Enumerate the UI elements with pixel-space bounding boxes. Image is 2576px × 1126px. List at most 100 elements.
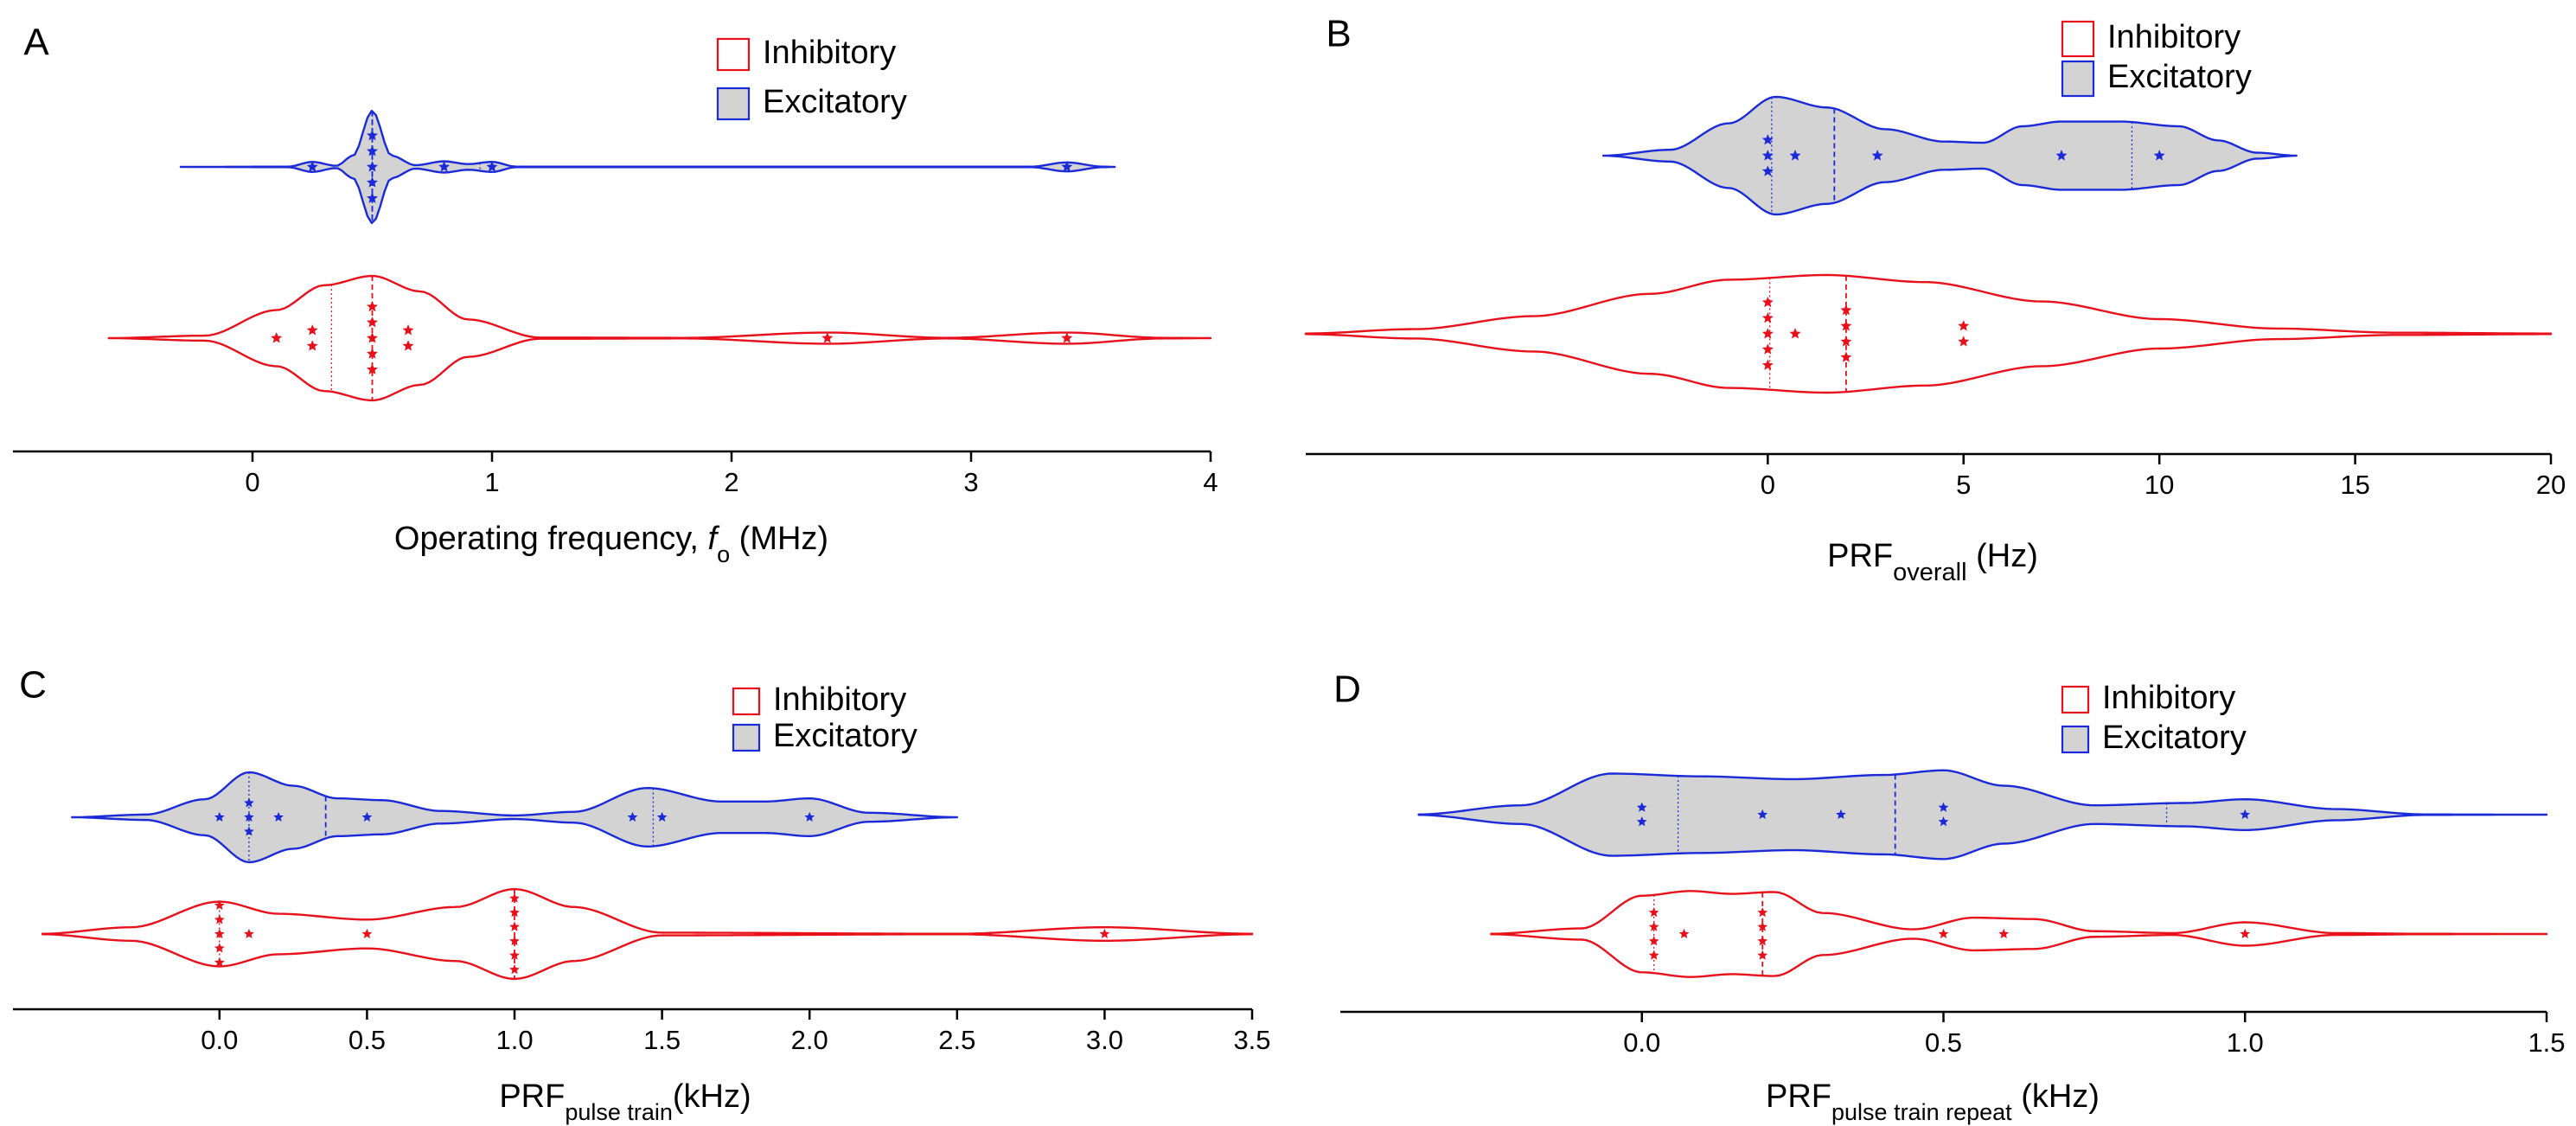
x-tick-label-a-4: 4	[1203, 467, 1218, 497]
data-point-inhibitory-d-11	[2240, 928, 2251, 939]
data-point-excitatory-c-7	[656, 811, 668, 822]
x-tick-label-a-2: 2	[724, 467, 738, 497]
legend-swatch-inhibitory-d	[2061, 685, 2090, 714]
data-point-inhibitory-c-7	[509, 892, 520, 903]
data-point-inhibitory-a-7	[367, 363, 378, 374]
violin-inhibitory-a	[107, 274, 1212, 402]
x-tick-label-b-1: 5	[1956, 470, 1971, 500]
violin-excitatory-c	[71, 771, 959, 864]
data-point-excitatory-a-3	[367, 161, 378, 172]
data-point-inhibitory-b-3	[1761, 343, 1774, 355]
legend-swatch-excitatory-d	[2061, 725, 2090, 754]
data-point-excitatory-a-1	[367, 129, 378, 141]
legend-swatch-excitatory-a	[716, 86, 751, 121]
panel-label-d: D	[1333, 669, 1361, 711]
data-point-excitatory-c-6	[627, 811, 638, 822]
data-point-inhibitory-b-10	[1958, 320, 1970, 331]
violin-excitatory-a	[179, 109, 1116, 225]
x-axis-label-c: PRFpulse train(kHz)	[499, 1078, 751, 1125]
legend-swatch-excitatory-b	[2061, 60, 2095, 98]
data-point-inhibitory-d-8	[1757, 950, 1768, 960]
data-point-excitatory-b-5	[2055, 150, 2068, 161]
x-tick-label-a-1: 1	[484, 467, 499, 497]
data-point-excitatory-c-3	[244, 826, 254, 836]
data-point-inhibitory-c-3	[214, 943, 225, 953]
data-point-excitatory-a-4	[367, 176, 378, 188]
panel-b: B 0 5 10 15 20 PRFoverall (Hz) Inhibitory Excita…	[1304, 13, 2566, 586]
data-point-inhibitory-b-6	[1840, 304, 1852, 316]
x-tick-label-d-2: 1.0	[2227, 1027, 2264, 1058]
legend-label-inhibitory-c: Inhibitory	[773, 681, 906, 718]
data-point-inhibitory-b-7	[1840, 320, 1852, 331]
x-tick-label-c-6: 3.0	[1086, 1025, 1123, 1055]
data-point-excitatory-a-2	[367, 145, 378, 157]
data-point-inhibitory-d-5	[1757, 907, 1768, 918]
panel-label-b: B	[1326, 13, 1351, 55]
x-tick-label-d-0: 0.0	[1623, 1027, 1660, 1058]
data-point-excitatory-b-2	[1761, 165, 1774, 176]
panel-label-c: C	[19, 664, 47, 707]
data-point-excitatory-a-5	[367, 192, 378, 203]
data-point-inhibitory-c-5	[244, 928, 254, 939]
x-tick-label-c-2: 1.0	[495, 1025, 533, 1055]
data-point-inhibitory-a-2	[306, 340, 318, 351]
data-point-inhibitory-c-11	[509, 950, 520, 960]
x-axis-label-d: PRFpulse train repeat (kHz)	[1766, 1078, 2100, 1125]
data-point-excitatory-b-1	[1761, 150, 1774, 161]
x-axis-label-b: PRFoverall (Hz)	[1827, 538, 2038, 586]
data-point-inhibitory-b-9	[1840, 351, 1852, 362]
data-point-excitatory-d-6	[2240, 809, 2251, 820]
legend-label-excitatory-c: Excitatory	[773, 718, 917, 754]
violin-inhibitory-d	[1490, 890, 2548, 978]
data-point-inhibitory-c-13	[1099, 928, 1110, 939]
data-point-inhibitory-d-6	[1757, 921, 1768, 931]
x-tick-label-b-2: 10	[2145, 470, 2174, 500]
data-point-excitatory-b-3	[1789, 150, 1801, 161]
x-tick-label-b-0: 0	[1761, 470, 1775, 500]
x-axis-label-a: Operating frequency, fo (MHz)	[394, 521, 828, 567]
data-point-inhibitory-c-8	[509, 907, 520, 918]
data-point-inhibitory-c-12	[509, 964, 520, 975]
x-tick-label-c-5: 2.5	[938, 1025, 975, 1055]
x-tick-label-d-1: 0.5	[1925, 1027, 1962, 1058]
x-tick-label-b-3: 15	[2340, 470, 2369, 500]
data-point-excitatory-c-1	[244, 797, 254, 808]
violin-inhibitory-b	[1304, 273, 2553, 394]
data-point-inhibitory-b-0	[1761, 296, 1774, 308]
data-point-excitatory-d-3	[1836, 809, 1846, 820]
data-point-excitatory-d-1	[1636, 816, 1647, 827]
legend-swatch-inhibitory-a	[716, 37, 751, 72]
x-tick-label-d-3: 1.5	[2528, 1027, 2565, 1058]
legend-swatch-excitatory-c	[732, 723, 761, 752]
violin-excitatory-d	[1417, 769, 2548, 860]
data-point-excitatory-d-0	[1636, 802, 1647, 812]
data-point-excitatory-c-5	[361, 811, 373, 822]
data-point-excitatory-c-8	[804, 811, 815, 822]
data-point-inhibitory-a-4	[367, 317, 378, 328]
legend-label-inhibitory-d: Inhibitory	[2102, 680, 2235, 716]
data-point-excitatory-b-0	[1761, 134, 1774, 145]
x-tick-label-c-7: 3.5	[1233, 1025, 1270, 1055]
data-point-inhibitory-a-5	[367, 332, 378, 343]
data-point-excitatory-a-6	[438, 161, 451, 172]
data-point-inhibitory-d-3	[1648, 950, 1659, 960]
data-point-excitatory-b-4	[1871, 150, 1883, 161]
data-point-inhibitory-b-2	[1761, 328, 1774, 339]
data-point-inhibitory-c-10	[509, 936, 520, 946]
panel-a: A 0 1 2 3 4 Operating frequency, fo (MHz) Inhib…	[13, 22, 1218, 567]
data-point-inhibitory-d-10	[1998, 928, 2010, 939]
data-point-inhibitory-d-0	[1648, 907, 1659, 918]
data-point-inhibitory-a-0	[271, 332, 283, 343]
data-point-inhibitory-a-3	[367, 300, 378, 312]
data-point-inhibitory-a-8	[402, 324, 414, 336]
x-tick-label-b-4: 20	[2536, 470, 2566, 500]
data-point-inhibitory-d-1	[1648, 921, 1659, 931]
legend-swatch-inhibitory-b	[2061, 20, 2095, 58]
data-point-inhibitory-a-6	[367, 348, 378, 359]
data-point-excitatory-c-0	[214, 811, 225, 822]
panel-c: C 0.0 0.5 1.0 1.5 2.0 2.5 3.0 3.5 PRFpulse train(…	[13, 664, 1271, 1125]
x-tick-label-a-3: 3	[963, 467, 978, 497]
data-point-inhibitory-b-8	[1840, 336, 1852, 347]
panel-d: D 0.0 0.5 1.0 1.5 PRFpulse train repeat (kHz)…	[1333, 669, 2565, 1125]
